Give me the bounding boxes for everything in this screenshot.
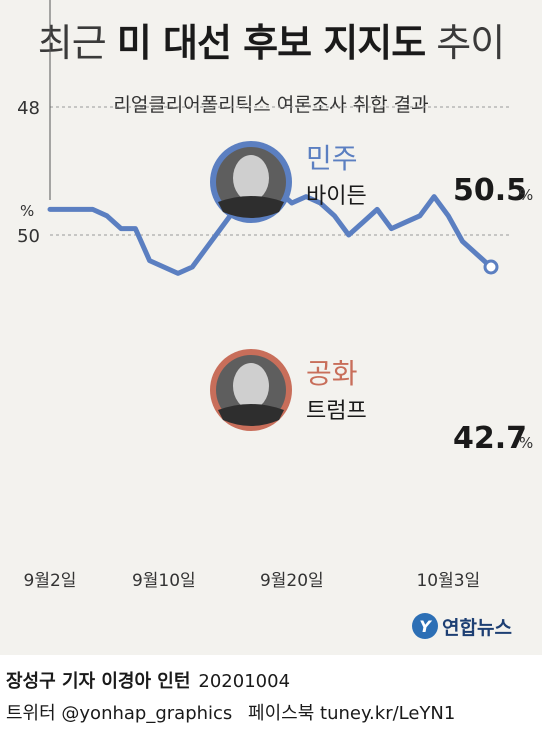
x-tick-label: 9월20일 xyxy=(260,571,324,591)
yonhap-logo-mark: Y xyxy=(412,613,438,639)
credit-authors: 장성구 기자 이경아 인턴 xyxy=(6,671,191,692)
title-part-1: 최근 xyxy=(37,21,107,65)
party-label-republican: 공화 xyxy=(306,357,358,390)
biden-portrait-shoulders xyxy=(218,196,284,218)
candidate-label-trump: 트럼프 xyxy=(306,399,367,424)
y-unit-label: % xyxy=(20,202,34,220)
credit-line: 장성구 기자 이경아 인턴 20201004 xyxy=(6,667,290,693)
chart-title: 최근 미 대선 후보 지지도 추이 xyxy=(0,18,542,68)
credit-date: 20201004 xyxy=(198,671,291,692)
value-unit-biden: % xyxy=(519,186,533,204)
biden-portrait-face xyxy=(233,155,269,201)
facebook-link: 페이스북 tuney.kr/LeYN1 xyxy=(248,703,456,724)
title-part-3: 추이 xyxy=(436,21,505,65)
chart-subtitle: 리얼클리어폴리틱스 여론조사 취합 결과 xyxy=(113,94,429,116)
value-label-trump: 42.7 xyxy=(453,421,527,456)
x-tick-label: 9월2일 xyxy=(24,571,77,591)
series-endpoint-democrat xyxy=(483,259,499,275)
yonhap-logo: Y 연합뉴스 xyxy=(412,612,512,640)
social-line: 트위터 @yonhap_graphics 페이스북 tuney.kr/LeYN1 xyxy=(6,699,465,725)
y-tick-48: 48 xyxy=(17,98,40,119)
trump-portrait-face xyxy=(233,363,269,409)
twitter-handle: 트위터 @yonhap_graphics xyxy=(6,703,233,724)
candidate-label-biden: 바이든 xyxy=(306,184,367,209)
x-tick-label: 10월3일 xyxy=(416,571,480,591)
yonhap-logo-name: 연합뉴스 xyxy=(442,616,512,639)
value-label-biden: 50.5 xyxy=(453,173,527,208)
title-part-2: 미 대선 후보 지지도 xyxy=(116,21,426,65)
value-unit-trump: % xyxy=(519,434,533,452)
y-tick-50: 50 xyxy=(17,226,40,247)
trump-portrait-shoulders xyxy=(218,404,284,426)
line-chart: %4042444648509월2일9월10일9월20일10월3일50.5%42.… xyxy=(17,0,533,591)
credits-footer: 장성구 기자 이경아 인턴 20201004 트위터 @yonhap_graphi… xyxy=(0,655,542,732)
x-tick-label: 9월10일 xyxy=(132,571,196,591)
party-label-democrat: 민주 xyxy=(306,142,358,175)
